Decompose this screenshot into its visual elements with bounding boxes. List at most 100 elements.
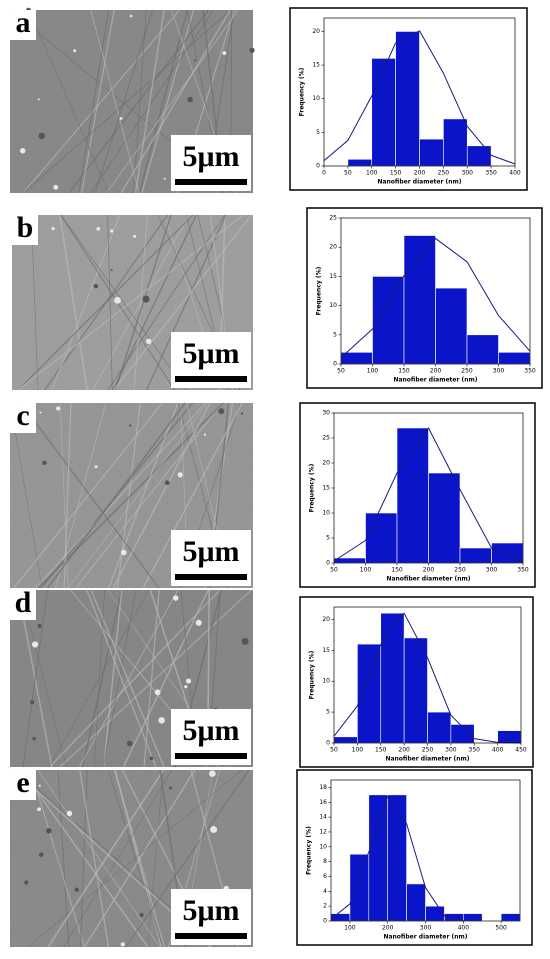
y-axis-label: Frequency (%): [316, 266, 323, 315]
particle: [37, 98, 40, 101]
particle: [177, 472, 183, 478]
x-tick-label: 400: [458, 925, 470, 932]
fiber: [59, 214, 88, 391]
scale-bar: [175, 753, 247, 759]
particle: [158, 717, 165, 724]
y-tick-label: 0: [326, 740, 330, 747]
particle: [39, 411, 42, 414]
particle: [249, 47, 255, 53]
fiber: [27, 769, 242, 948]
y-tick-label: 5: [326, 709, 330, 716]
fiber: [143, 589, 160, 768]
x-axis-label: Nanofiber diameter (nm): [383, 934, 467, 941]
label-box: [10, 770, 36, 800]
x-axis-label: Nanofiber diameter (nm): [377, 179, 461, 186]
bar: [403, 637, 428, 744]
y-tick-label: 10: [329, 302, 337, 309]
panel-label: c: [16, 399, 29, 432]
particle: [66, 810, 73, 817]
y-axis-label: Frequency (%): [306, 826, 313, 875]
x-tick-label: 250: [422, 747, 434, 754]
fiber: [49, 589, 221, 768]
fiber: [84, 769, 196, 948]
particle: [195, 619, 202, 626]
x-tick-label: 350: [485, 170, 497, 177]
y-tick-label: 8: [323, 858, 327, 865]
y-axis-label: Frequency (%): [309, 650, 316, 699]
particle: [154, 689, 161, 696]
y-axis-label: Frequency (%): [309, 463, 316, 512]
panel-label: b: [17, 211, 34, 244]
bar: [419, 138, 444, 167]
bar: [435, 287, 468, 365]
y-tick-label: 15: [312, 62, 320, 69]
sem-image: [9, 7, 255, 194]
fiber: [20, 402, 160, 589]
sem-image: [10, 402, 253, 589]
particle: [126, 740, 133, 747]
fiber: [28, 9, 110, 194]
particle: [222, 51, 227, 55]
particle: [120, 549, 127, 556]
x-tick-label: 300: [420, 925, 432, 932]
particle: [133, 234, 137, 238]
scale-label: 5μm: [183, 714, 240, 747]
fiber: [46, 402, 186, 589]
x-tick-label: 100: [344, 925, 356, 932]
particle: [193, 59, 196, 62]
particle: [24, 880, 29, 885]
fiber: [17, 214, 244, 391]
fiber: [106, 9, 239, 194]
fiber: [134, 9, 165, 194]
x-tick-label: 150: [391, 567, 403, 574]
y-tick-label: 10: [312, 95, 320, 102]
x-tick-label: 150: [375, 747, 387, 754]
x-tick-label: 300: [445, 747, 457, 754]
bar: [340, 352, 373, 365]
y-tick-label: 15: [322, 647, 330, 654]
particle: [96, 227, 101, 231]
fiber: [81, 589, 123, 768]
y-tick-label: 5: [316, 129, 320, 136]
particle: [74, 887, 80, 892]
x-axis-label: Nanofiber diameter (nm): [393, 377, 477, 384]
x-tick-label: 400: [509, 170, 521, 177]
bar: [365, 512, 398, 564]
y-tick-label: 2: [323, 903, 327, 910]
y-tick-label: 5: [326, 535, 330, 542]
particle: [31, 641, 39, 648]
x-axis-label: Nanofiber diameter (nm): [385, 756, 469, 763]
particle: [94, 465, 98, 469]
fiber: [117, 402, 141, 589]
fiber: [79, 769, 110, 948]
fiber: [60, 214, 187, 391]
particle: [142, 295, 150, 303]
fit-curve: [330, 795, 464, 922]
bar: [380, 612, 405, 744]
fiber: [48, 589, 150, 768]
y-tick-label: 15: [322, 485, 330, 492]
fiber: [35, 402, 206, 589]
scale-label: 5μm: [183, 894, 240, 927]
x-tick-label: 400: [492, 747, 504, 754]
y-tick-label: 20: [312, 28, 320, 35]
bar: [357, 643, 382, 744]
particle: [186, 678, 192, 684]
particle: [38, 784, 41, 787]
label-box: [12, 215, 38, 245]
fiber: [23, 9, 232, 194]
y-tick-label: 10: [322, 678, 330, 685]
fiber: [142, 402, 243, 589]
particle: [209, 770, 216, 777]
y-tick-label: 6: [323, 873, 327, 880]
particle: [241, 637, 249, 645]
y-tick-label: 18: [319, 784, 327, 791]
panel-label: d: [15, 586, 32, 619]
particle: [73, 49, 77, 53]
label-box: [10, 590, 36, 620]
fiber: [68, 9, 209, 194]
fiber: [22, 589, 49, 768]
y-tick-label: 0: [316, 163, 320, 170]
x-tick-label: 350: [517, 567, 529, 574]
